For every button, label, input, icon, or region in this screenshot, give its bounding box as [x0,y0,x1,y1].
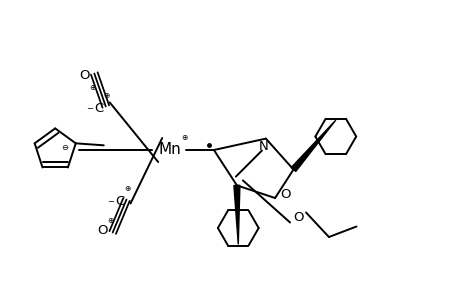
Text: C: C [115,195,124,208]
Text: ⊕: ⊕ [124,184,130,193]
Text: Mn: Mn [158,142,181,158]
Text: ⊕: ⊕ [89,83,95,92]
Text: ⊖: ⊖ [62,142,68,152]
Polygon shape [233,185,240,244]
Text: −: − [107,197,114,206]
Text: N: N [258,140,268,153]
Text: O: O [79,69,90,82]
Text: O: O [292,211,302,224]
Polygon shape [291,120,335,172]
Text: O: O [279,188,290,200]
Text: C: C [94,102,103,115]
Text: ⊕: ⊕ [107,216,114,225]
Text: −: − [86,104,93,113]
Text: O: O [97,224,108,237]
Text: ⊕: ⊕ [181,134,187,142]
Text: ⊕: ⊕ [103,91,110,100]
